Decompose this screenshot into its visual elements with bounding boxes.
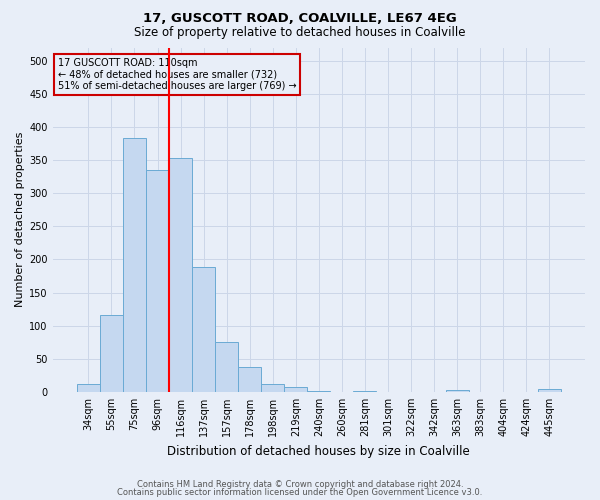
Text: Size of property relative to detached houses in Coalville: Size of property relative to detached ho…	[134, 26, 466, 39]
Bar	[77, 384, 100, 392]
X-axis label: Distribution of detached houses by size in Coalville: Distribution of detached houses by size …	[167, 444, 470, 458]
Bar	[307, 390, 331, 392]
Text: 17 GUSCOTT ROAD: 110sqm
← 48% of detached houses are smaller (732)
51% of semi-d: 17 GUSCOTT ROAD: 110sqm ← 48% of detache…	[58, 58, 296, 91]
Bar	[446, 390, 469, 392]
Y-axis label: Number of detached properties: Number of detached properties	[15, 132, 25, 308]
Text: 17, GUSCOTT ROAD, COALVILLE, LE67 4EG: 17, GUSCOTT ROAD, COALVILLE, LE67 4EG	[143, 12, 457, 26]
Bar	[538, 390, 561, 392]
Bar	[169, 158, 192, 392]
Bar	[123, 138, 146, 392]
Bar	[146, 170, 169, 392]
Bar	[261, 384, 284, 392]
Bar	[100, 315, 123, 392]
Bar	[215, 342, 238, 392]
Text: Contains HM Land Registry data © Crown copyright and database right 2024.: Contains HM Land Registry data © Crown c…	[137, 480, 463, 489]
Bar	[353, 390, 376, 392]
Bar	[284, 388, 307, 392]
Text: Contains public sector information licensed under the Open Government Licence v3: Contains public sector information licen…	[118, 488, 482, 497]
Bar	[192, 268, 215, 392]
Bar	[238, 367, 261, 392]
